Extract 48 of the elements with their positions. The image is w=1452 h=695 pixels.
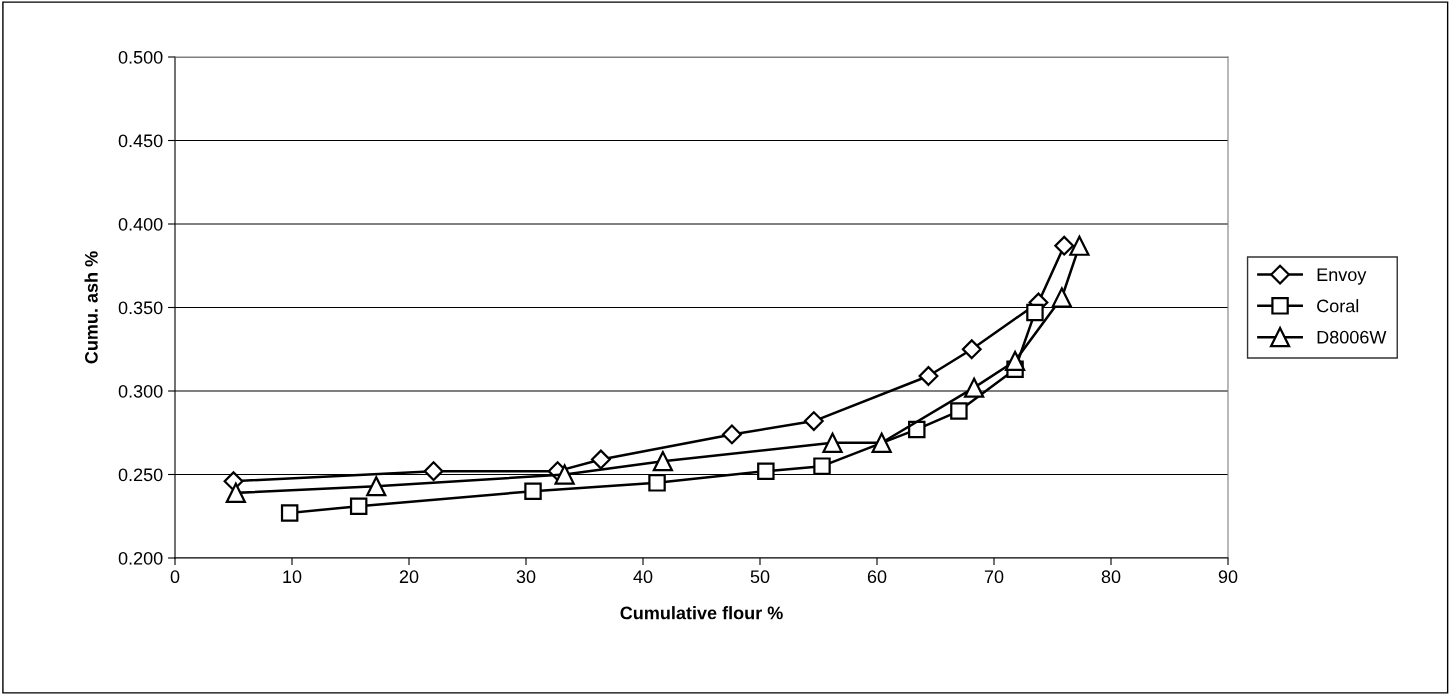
y-tick-label: 0.400 xyxy=(118,217,163,231)
point xyxy=(822,432,843,453)
x-tick-label: 0 xyxy=(170,570,180,584)
x-tick-label: 10 xyxy=(283,570,302,584)
y-tick-label: 0.300 xyxy=(118,384,163,398)
y-axis-title: Cumu. ash % xyxy=(84,251,98,364)
point xyxy=(554,464,575,485)
x-tick-label: 50 xyxy=(750,570,770,584)
point xyxy=(1004,350,1026,372)
x-tick-label: 30 xyxy=(516,570,536,584)
point xyxy=(871,432,892,453)
point xyxy=(349,497,368,515)
x-tick-label: 80 xyxy=(1101,570,1121,584)
point xyxy=(961,339,982,360)
legend-label: D8006W xyxy=(1317,330,1387,344)
point xyxy=(1054,235,1075,256)
point xyxy=(225,482,246,504)
x-tick-label: 90 xyxy=(1218,570,1238,584)
x-tick-label: 40 xyxy=(633,570,653,584)
point xyxy=(590,449,611,470)
point xyxy=(1069,235,1090,256)
point xyxy=(524,482,542,500)
point xyxy=(652,451,674,472)
point xyxy=(1026,303,1044,322)
x-tick-label: 60 xyxy=(867,570,887,584)
point xyxy=(1051,287,1072,308)
point xyxy=(908,420,926,439)
y-tick-label: 0.350 xyxy=(118,301,163,315)
x-tick-label: 20 xyxy=(399,570,419,584)
y-tick-label: 0.250 xyxy=(118,468,163,482)
point xyxy=(423,461,444,482)
y-tick-label: 0.500 xyxy=(118,50,163,64)
point xyxy=(721,424,742,445)
point xyxy=(280,504,299,522)
point xyxy=(950,402,968,420)
x-tick-label: 70 xyxy=(984,570,1004,584)
point xyxy=(366,476,387,497)
point xyxy=(757,462,775,480)
point xyxy=(803,411,824,432)
point xyxy=(918,366,939,386)
legend-label: Coral xyxy=(1317,299,1359,313)
y-tick-label: 0.450 xyxy=(118,134,163,148)
point xyxy=(813,457,831,475)
point xyxy=(648,474,666,492)
y-tick-label: 0.200 xyxy=(118,551,163,565)
x-axis-title: Cumulative flour % xyxy=(620,606,783,620)
point xyxy=(963,377,985,398)
legend-label: Envoy xyxy=(1317,268,1367,285)
